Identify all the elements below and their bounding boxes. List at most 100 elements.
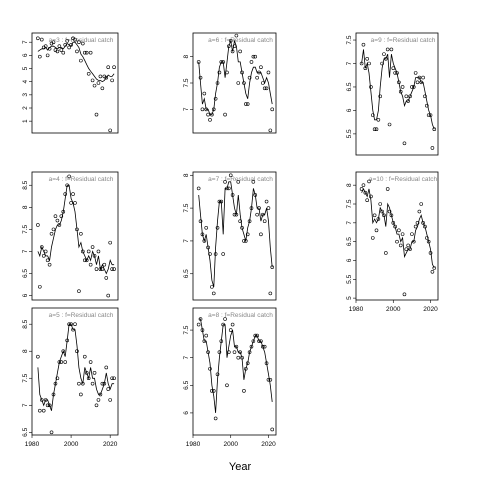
y-tick-label: 7.5 xyxy=(346,199,353,208)
y-tick-label: 7.5 xyxy=(22,224,29,233)
y-tick-label: 8 xyxy=(183,173,190,177)
data-point xyxy=(234,212,239,217)
data-point xyxy=(223,180,227,184)
data-point xyxy=(219,199,224,204)
data-point xyxy=(365,198,369,203)
data-point xyxy=(260,212,265,217)
data-point xyxy=(380,61,384,66)
data-point xyxy=(413,71,418,75)
x-tick-label: 1980 xyxy=(186,441,201,448)
data-point xyxy=(264,361,269,366)
data-point xyxy=(230,193,235,197)
data-point xyxy=(378,202,383,206)
data-point xyxy=(432,266,437,270)
data-point xyxy=(77,40,81,45)
panel-label: a=6 : f=Residual catch xyxy=(208,37,273,44)
data-point xyxy=(90,381,95,386)
data-point xyxy=(228,39,233,43)
data-point xyxy=(363,190,368,195)
data-point xyxy=(227,44,231,48)
data-point xyxy=(253,333,258,338)
data-point xyxy=(400,85,405,89)
data-point xyxy=(232,350,237,354)
data-point xyxy=(198,317,203,321)
y-tick-label: 5 xyxy=(22,66,29,70)
data-point xyxy=(55,218,60,223)
panel-label: a=10 : f=Residual catch xyxy=(369,176,438,183)
data-point xyxy=(359,61,364,66)
data-point xyxy=(217,199,222,204)
data-point xyxy=(240,225,244,230)
data-point xyxy=(96,249,101,254)
data-point xyxy=(221,322,225,327)
data-point xyxy=(73,322,77,327)
data-point xyxy=(215,225,220,230)
data-point xyxy=(236,81,241,85)
y-tick-label: 8 xyxy=(22,349,29,353)
data-point xyxy=(227,186,231,191)
data-point xyxy=(425,236,429,240)
data-point xyxy=(69,201,73,205)
y-tick-label: 5 xyxy=(346,296,353,300)
series-line xyxy=(198,318,273,413)
data-point xyxy=(200,107,205,112)
data-point xyxy=(382,52,386,56)
y-tick-label: 7 xyxy=(346,61,353,65)
series-line xyxy=(37,41,115,83)
y-tick-label: 6.5 xyxy=(346,237,353,246)
data-point xyxy=(202,339,207,343)
data-point xyxy=(393,224,397,229)
data-point xyxy=(213,96,218,101)
data-point xyxy=(112,376,116,381)
data-point xyxy=(59,214,64,218)
data-point xyxy=(63,43,68,47)
data-point xyxy=(88,360,93,364)
data-point xyxy=(397,80,401,85)
data-point xyxy=(385,47,390,52)
data-point xyxy=(259,232,263,237)
data-point xyxy=(106,293,111,298)
data-point xyxy=(372,127,377,131)
data-point xyxy=(266,206,271,210)
y-tick-label: 7.5 xyxy=(183,325,190,334)
y-tick-label: 8 xyxy=(183,54,190,58)
data-point xyxy=(249,60,254,64)
data-point xyxy=(363,66,368,70)
data-point xyxy=(106,65,111,70)
data-point xyxy=(374,228,379,233)
data-point xyxy=(61,50,66,55)
data-point xyxy=(221,252,225,256)
data-point xyxy=(223,317,227,321)
data-point xyxy=(98,267,103,271)
data-point xyxy=(380,209,384,214)
data-point xyxy=(238,219,242,224)
data-point xyxy=(215,372,220,377)
data-point xyxy=(88,262,93,267)
y-tick-label: 6 xyxy=(22,293,29,297)
data-point xyxy=(369,194,373,199)
data-point xyxy=(398,89,403,94)
data-point xyxy=(260,81,265,85)
data-point xyxy=(206,350,210,354)
x-tick-label: 2020 xyxy=(103,441,118,448)
y-tick-label: 7 xyxy=(346,221,353,225)
data-point xyxy=(430,146,435,150)
data-point xyxy=(228,173,233,178)
data-point xyxy=(86,249,91,254)
data-point xyxy=(230,322,235,327)
x-tick-label: 1980 xyxy=(349,306,364,313)
data-point xyxy=(65,338,69,343)
data-point xyxy=(215,81,220,85)
data-point xyxy=(108,398,112,402)
data-point xyxy=(208,366,212,371)
data-point xyxy=(264,199,269,204)
panel-label: a=5 : f=Residual catch xyxy=(49,312,114,319)
data-point xyxy=(88,50,93,55)
y-tick-label: 7 xyxy=(183,239,190,243)
data-point xyxy=(94,112,99,117)
data-point xyxy=(244,102,248,106)
data-point xyxy=(421,75,425,80)
data-point xyxy=(245,232,250,237)
data-point xyxy=(247,219,252,224)
data-point xyxy=(369,85,373,89)
